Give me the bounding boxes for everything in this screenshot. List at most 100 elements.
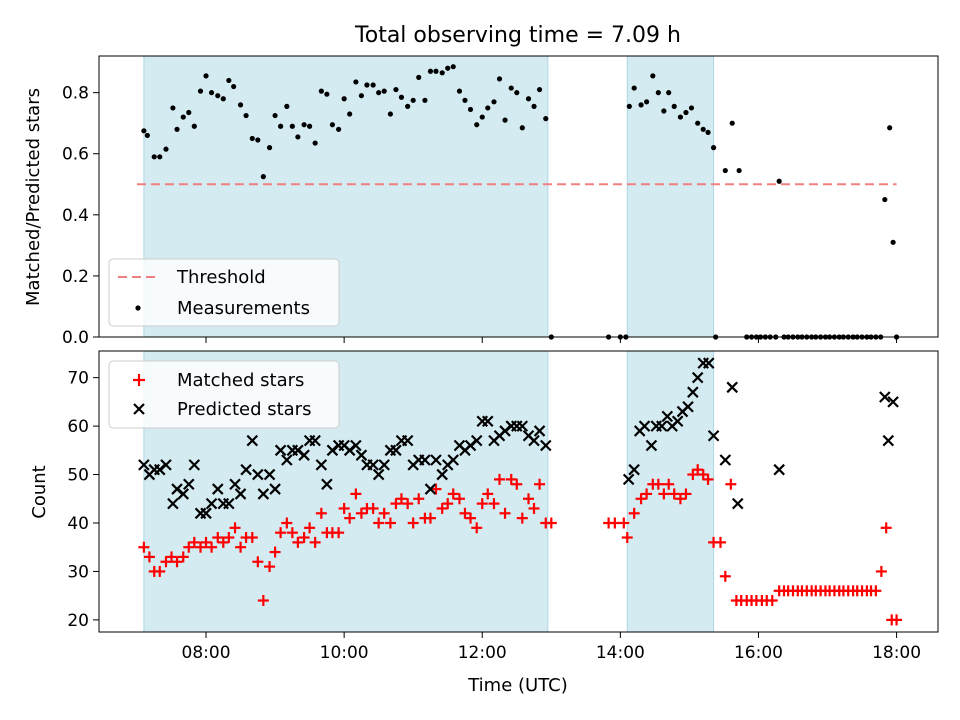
matched-star-point [298,532,310,544]
matched-star-point [725,478,737,490]
top-y-tick-label: 0.4 [62,206,89,226]
predicted-star-point [321,478,333,491]
matched-star-point [719,570,731,582]
measurement-point [450,64,456,70]
top-y-ticks: 0.0 0.2 0.4 0.6 0.8 [62,84,99,348]
predicted-star-point [645,439,658,452]
measurement-point [278,123,284,129]
matched-star-point [687,469,699,481]
measurement-point [638,102,644,108]
matched-star-point [668,488,680,500]
predicted-star-point [887,396,899,408]
measurement-point [485,105,491,111]
measurement-point [700,126,706,132]
x-axis-label: Time (UTC) [467,675,568,696]
matched-star-point [138,541,150,553]
measurement-point [398,94,405,100]
predicted-star-point [167,497,179,510]
matched-star-point [390,498,402,510]
predicted-star-point [246,434,259,447]
matched-star-point [482,488,494,500]
matched-star-point [257,595,269,607]
matched-star-point [528,502,540,514]
measurement-point [519,125,525,131]
measurement-point [347,111,353,117]
predicted-star-point [424,483,437,495]
matched-star-point [384,517,396,529]
matched-star-point [714,536,726,548]
matched-star-point [436,502,448,514]
measurement-point [170,105,176,111]
measurement-point [536,86,543,93]
bottom-y-tick-label: 40 [67,514,89,534]
bottom-x-tick-label: 12:00 [458,643,507,663]
measurement-point [479,114,485,120]
matched-star-point [378,507,390,519]
measurement-point [695,120,701,126]
measurement-point [736,167,742,174]
measurement-point [295,134,301,140]
bottom-legend: Matched stars Predicted stars [108,360,340,429]
predicted-star-point [528,434,540,447]
predicted-star-point [234,488,247,500]
predicted-star-point [401,434,414,447]
matched-star-point [223,532,235,544]
measurement-point [157,154,163,160]
measurement-point [666,90,672,96]
measurement-point [243,112,249,119]
measurement-point [671,103,677,109]
matched-star-point [880,522,892,534]
measurement-point [643,99,650,105]
matched-star-point [188,536,200,548]
matched-star-point [453,493,465,505]
measurement-point [180,114,186,120]
measurement-point [329,122,336,128]
matched-star-point [545,517,557,529]
matched-star-point [355,507,367,519]
predicted-star-point [707,430,720,442]
matched-star-point [373,517,385,529]
measurement-point [410,97,416,103]
matched-star-point [621,532,633,544]
measurement-point [163,146,169,152]
measurement-point [272,112,278,119]
measurement-point [887,125,893,131]
matched-star-point [166,551,178,563]
measurement-point [496,76,503,82]
bottom-y-tick-label: 20 [67,611,89,631]
bottom-y-ticks: 20 30 40 50 60 70 [67,369,99,631]
bottom-x-tick-label: 10:00 [320,643,369,663]
matched-star-point [292,536,304,548]
predicted-star-point [309,434,321,447]
matched-star-point [875,565,887,577]
matched-star-point [344,512,356,524]
matched-star-point [658,488,670,500]
matched-star-point [471,522,483,534]
measurement-point [514,90,520,96]
measurement-point [405,103,411,109]
bottom-x-tick-label: 16:00 [734,643,783,663]
top-observing-window [627,56,714,337]
measurement-point [445,65,451,71]
matched-star-point [413,493,425,505]
matched-star-point [459,507,471,519]
matched-star-point [692,464,704,476]
measurement-point [631,85,637,91]
matched-star-point [505,473,517,485]
measurement-point [661,108,667,114]
predicted-star-point [430,454,442,466]
legend-matched-label: Matched stars [177,370,304,391]
measurement-point [433,68,439,74]
measurement-point [370,82,376,88]
predicted-star-point [516,420,529,432]
bottom-y-tick-label: 50 [67,466,89,486]
predicted-star-point [160,459,172,471]
measurement-point [381,88,387,94]
measurement-point [231,83,237,90]
predicted-star-point [257,488,270,500]
matched-star-point [212,532,224,544]
measurement-point [318,88,324,94]
predicted-star-point [419,454,431,466]
measurement-point [531,103,537,109]
measurement-point [439,70,445,76]
